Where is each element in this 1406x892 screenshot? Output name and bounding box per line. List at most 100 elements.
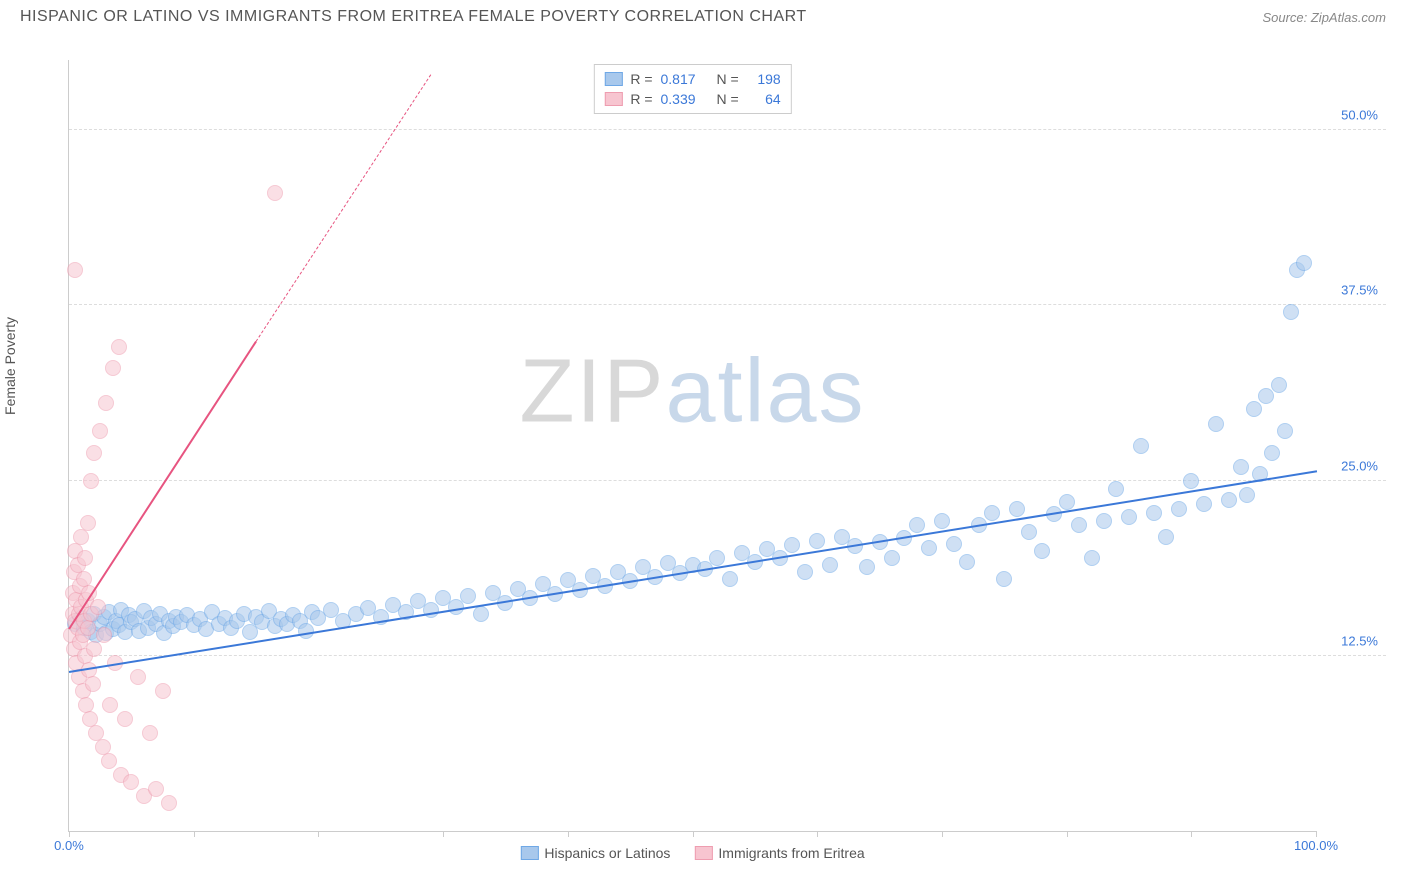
x-tick: [194, 831, 195, 837]
data-point: [1246, 401, 1262, 417]
data-point: [1239, 487, 1255, 503]
x-tick: [443, 831, 444, 837]
watermark: ZIPatlas: [519, 340, 865, 443]
data-point: [984, 505, 1000, 521]
x-tick: [1067, 831, 1068, 837]
data-point: [809, 533, 825, 549]
x-tick-label: 0.0%: [54, 838, 84, 853]
data-point: [1021, 524, 1037, 540]
data-point: [86, 641, 102, 657]
data-point: [473, 606, 489, 622]
data-point: [709, 550, 725, 566]
legend-r-value: 0.339: [661, 91, 709, 107]
data-point: [267, 185, 283, 201]
gridline: [69, 129, 1386, 130]
data-point: [1283, 304, 1299, 320]
legend-swatch: [520, 846, 538, 860]
data-point: [80, 620, 96, 636]
data-point: [1258, 388, 1274, 404]
legend-swatch: [604, 72, 622, 86]
data-point: [148, 781, 164, 797]
data-point: [1108, 481, 1124, 497]
y-tick-label: 37.5%: [1341, 283, 1378, 298]
data-point: [460, 588, 476, 604]
correlation-legend: R = 0.817 N = 198 R = 0.339 N = 64: [593, 64, 791, 114]
data-point: [67, 262, 83, 278]
data-point: [1196, 496, 1212, 512]
data-point: [1183, 473, 1199, 489]
legend-r-label: R =: [630, 71, 652, 87]
legend-r-label: R =: [630, 91, 652, 107]
data-point: [1034, 543, 1050, 559]
data-point: [909, 517, 925, 533]
data-point: [102, 697, 118, 713]
legend-n-value: 64: [747, 91, 781, 107]
data-point: [921, 540, 937, 556]
data-point: [96, 627, 112, 643]
data-point: [1221, 492, 1237, 508]
data-point: [448, 599, 464, 615]
data-point: [884, 550, 900, 566]
data-point: [934, 513, 950, 529]
trend-line-extrapolated: [256, 74, 432, 341]
y-tick-label: 50.0%: [1341, 108, 1378, 123]
data-point: [85, 676, 101, 692]
data-point: [996, 571, 1012, 587]
data-point: [1296, 255, 1312, 271]
data-point: [111, 339, 127, 355]
legend-series-name: Immigrants from Eritrea: [718, 845, 864, 861]
data-point: [1059, 494, 1075, 510]
y-axis-label: Female Poverty: [2, 317, 18, 415]
chart-title: HISPANIC OR LATINO VS IMMIGRANTS FROM ER…: [20, 8, 807, 26]
data-point: [80, 515, 96, 531]
legend-correlation-row: R = 0.817 N = 198: [604, 69, 780, 89]
data-point: [142, 725, 158, 741]
trend-line: [69, 470, 1317, 673]
x-tick: [1316, 831, 1317, 837]
x-tick: [942, 831, 943, 837]
data-point: [92, 423, 108, 439]
data-point: [859, 559, 875, 575]
y-tick-label: 25.0%: [1341, 458, 1378, 473]
y-tick-label: 12.5%: [1341, 633, 1378, 648]
data-point: [1171, 501, 1187, 517]
gridline: [69, 655, 1386, 656]
data-point: [98, 395, 114, 411]
data-point: [822, 557, 838, 573]
data-point: [1271, 377, 1287, 393]
legend-n-label: N =: [717, 71, 739, 87]
legend-r-value: 0.817: [661, 71, 709, 87]
data-point: [1096, 513, 1112, 529]
data-point: [946, 536, 962, 552]
data-point: [1084, 550, 1100, 566]
chart-source: Source: ZipAtlas.com: [1262, 10, 1386, 25]
data-point: [86, 445, 102, 461]
legend-series-item: Hispanics or Latinos: [520, 845, 670, 861]
data-point: [105, 360, 121, 376]
data-point: [117, 711, 133, 727]
data-point: [161, 795, 177, 811]
legend-swatch: [694, 846, 712, 860]
x-tick: [693, 831, 694, 837]
legend-n-label: N =: [717, 91, 739, 107]
data-point: [1233, 459, 1249, 475]
data-point: [1264, 445, 1280, 461]
gridline: [69, 304, 1386, 305]
data-point: [959, 554, 975, 570]
data-point: [1158, 529, 1174, 545]
x-tick: [1191, 831, 1192, 837]
data-point: [90, 599, 106, 615]
legend-series-item: Immigrants from Eritrea: [694, 845, 864, 861]
data-point: [1146, 505, 1162, 521]
data-point: [77, 550, 93, 566]
data-point: [73, 529, 89, 545]
data-point: [1133, 438, 1149, 454]
data-point: [123, 774, 139, 790]
x-tick: [568, 831, 569, 837]
data-point: [722, 571, 738, 587]
data-point: [1121, 509, 1137, 525]
legend-correlation-row: R = 0.339 N = 64: [604, 89, 780, 109]
data-point: [784, 537, 800, 553]
legend-n-value: 198: [747, 71, 781, 87]
x-tick: [318, 831, 319, 837]
